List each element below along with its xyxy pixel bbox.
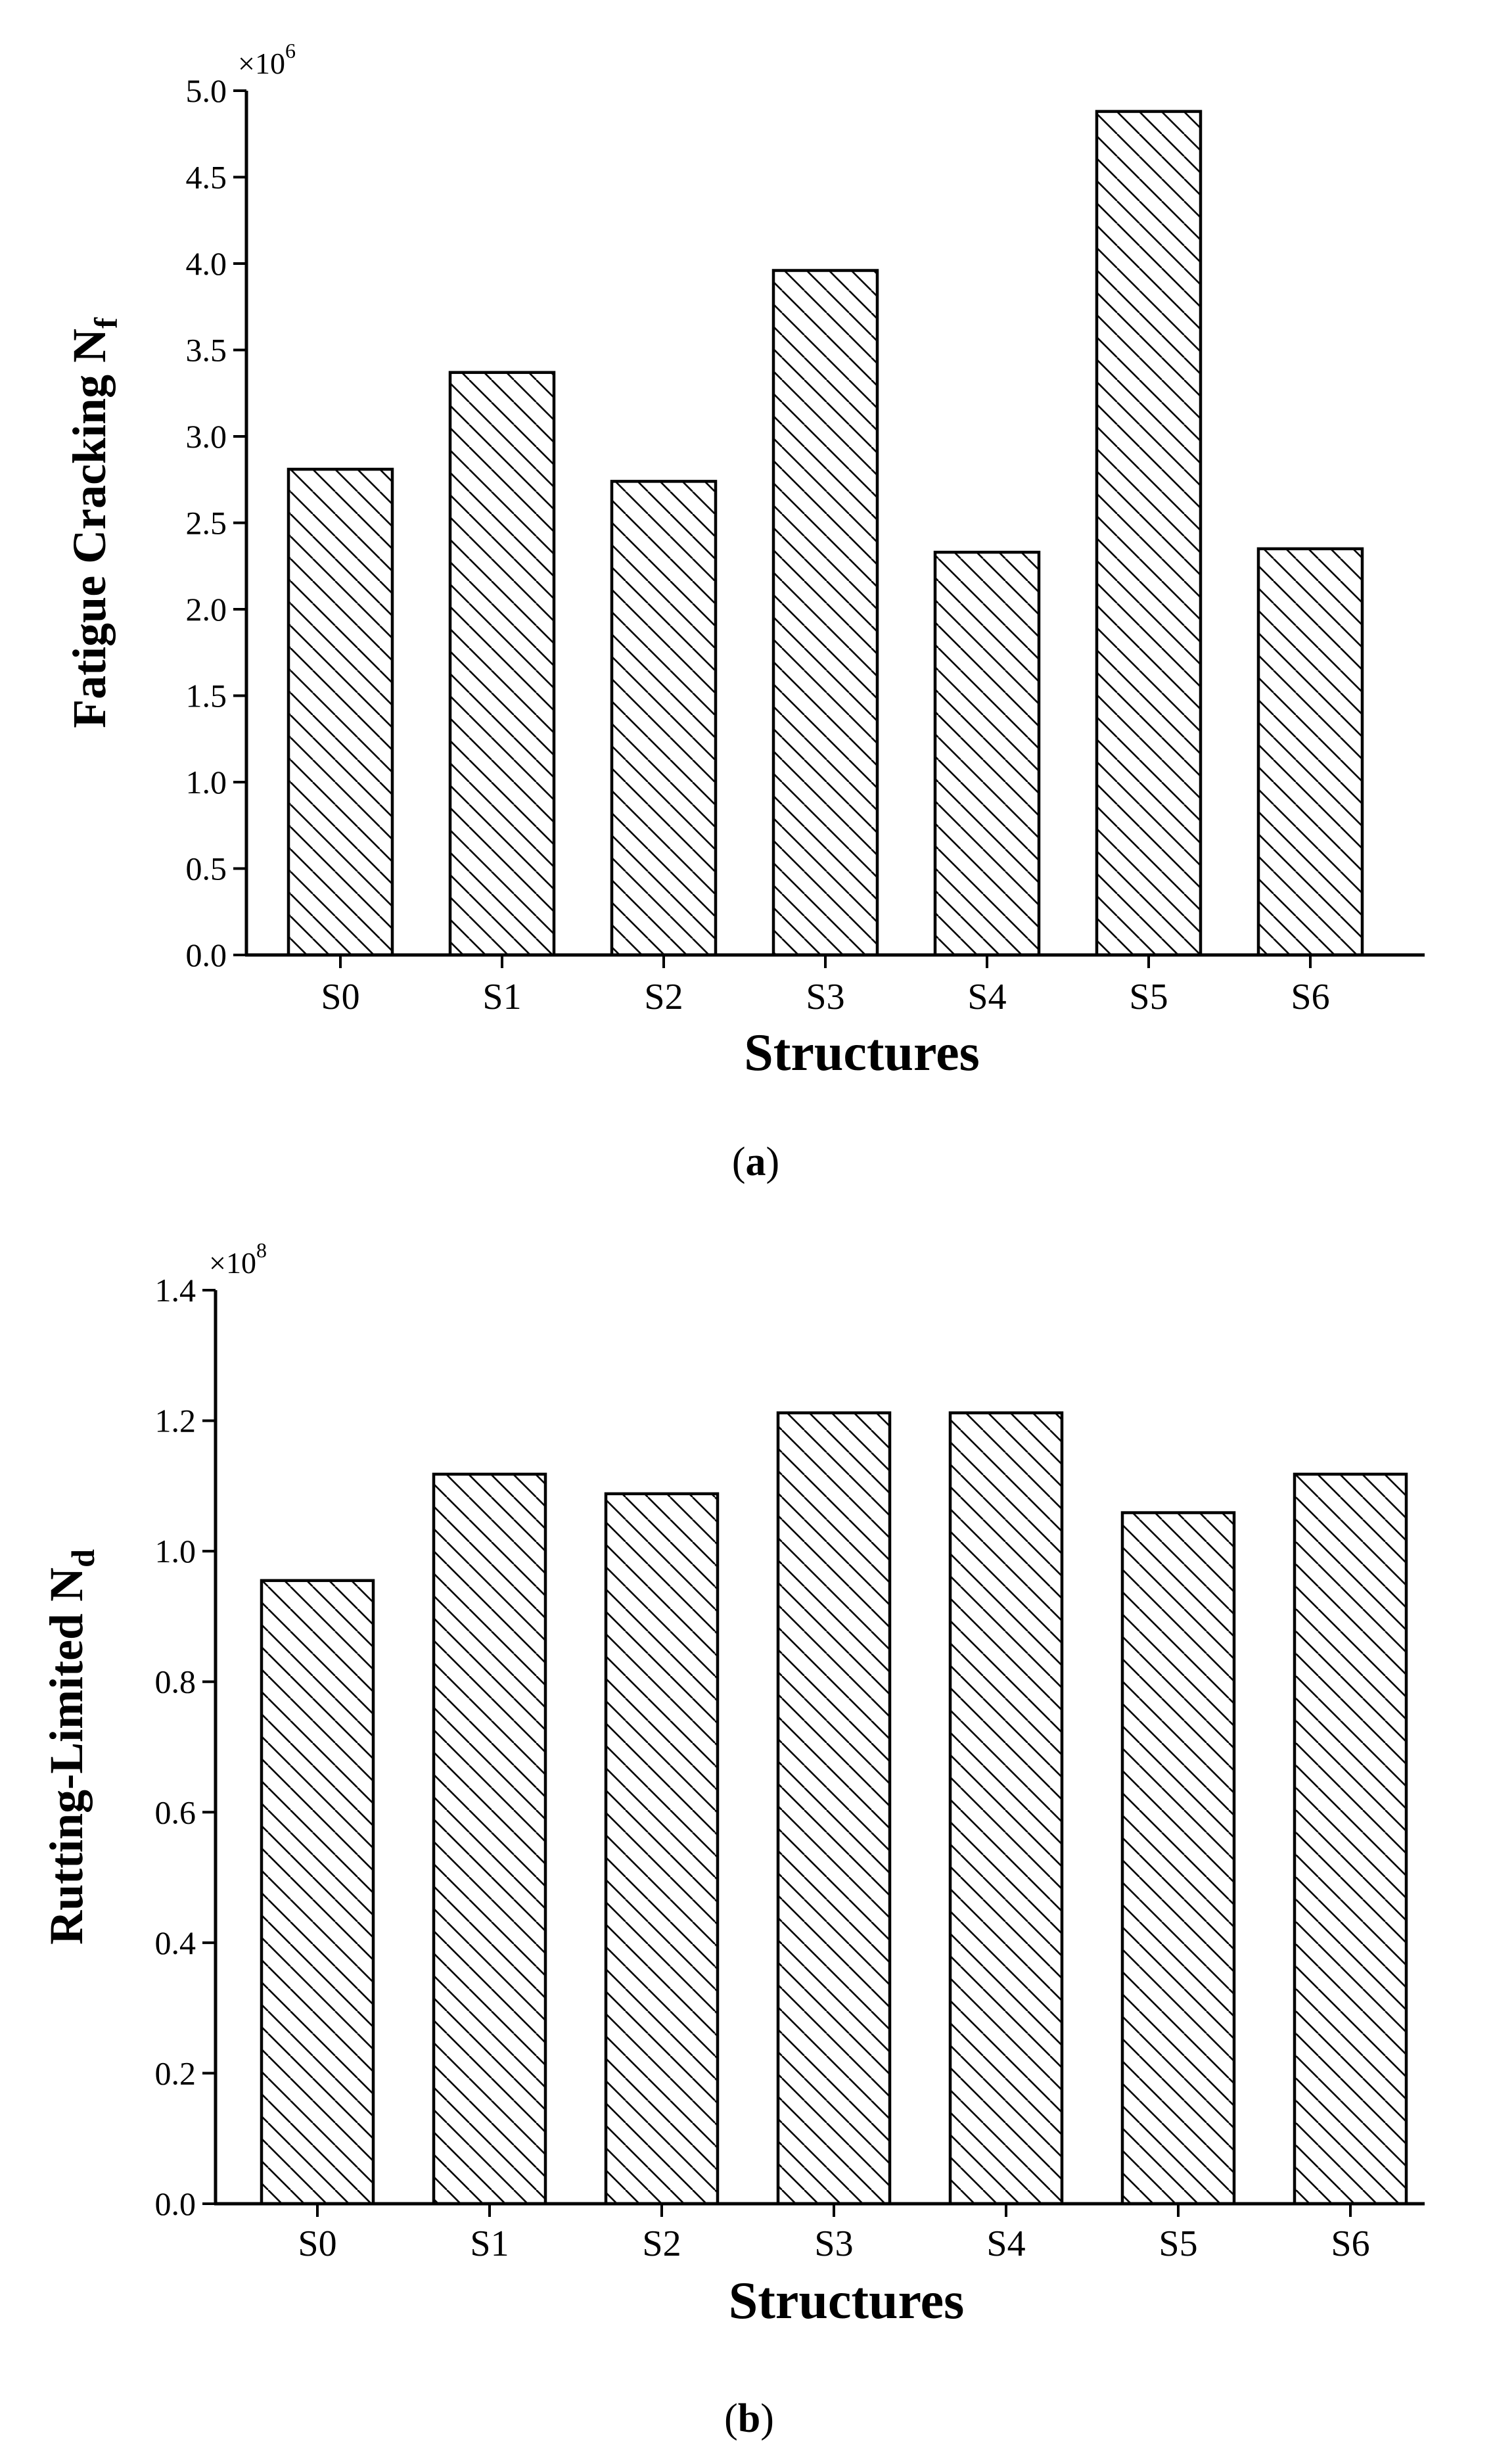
x-tick-label-s1: S1 [470,2223,509,2264]
y-tick-label: 0.4 [155,1924,196,1961]
y-tick-label: 1.2 [155,1403,196,1439]
y-tick-label: 3.5 [186,332,227,369]
x-tick-label-s0: S0 [298,2223,336,2264]
bar-s1 [448,371,556,957]
bar-s5 [1120,1511,1236,2206]
x-tick-label-s0: S0 [321,977,359,1017]
axes-group [214,1290,1425,2206]
chart-panel-b: 0.00.20.40.60.81.01.21.4 S0 S1 S2 S3 S4 S5 S6 … [40,1238,1425,2441]
y-ticks-group: 0.0 0.2 0.4 0.6 0.8 1.0 1.2 1.4 [155,1272,216,2222]
x-tick-label-s4: S4 [967,977,1006,1017]
bar-s6 [1293,1472,1408,2206]
bar-s0 [260,1579,375,2206]
x-tick-label-s5: S5 [1159,2223,1197,2264]
y-axis-label: Fatigue Cracking Nf [63,317,124,728]
chart-panel-a: 0.0 0.5 1.0 1.5 2.0 2.5 3.0 3.5 4.0 4.5 5.0 S0 S1 S2… [63,39,1425,1184]
bar-s2 [610,480,718,957]
bar-s4 [948,1411,1064,2206]
x-tick-label-s3: S3 [814,2223,853,2264]
bars-group [260,1411,1408,2206]
panel-label: (a) [732,1140,779,1184]
y-tick-label: 3.0 [186,418,227,455]
y-ticks-group: 0.0 0.5 1.0 1.5 2.0 2.5 3.0 3.5 4.0 4.5 5.0 [186,72,246,973]
x-tick-label-s6: S6 [1331,2223,1369,2264]
y-tick-label: 5.0 [186,72,227,109]
x-tick-label-s5: S5 [1129,977,1168,1017]
bar-s3 [776,1411,892,2206]
y-tick-label: 1.5 [186,678,227,714]
panel-label: (b) [724,2396,774,2441]
x-ticks-group: S0 S1 S2 S3 S4 S5 S6 [298,2204,1370,2264]
y-tick-label: 2.5 [186,505,227,542]
x-tick-label-s4: S4 [986,2223,1025,2264]
y-tick-label: 0.6 [155,1794,196,1830]
bar-s1 [432,1472,547,2206]
y-tick-label: 0.0 [155,2185,196,2222]
x-ticks-group: S0 S1 S2 S3 S4 S5 S6 [321,955,1330,1017]
x-axis-label: Structures [729,2272,964,2330]
bar-s0 [287,467,394,957]
y-tick-label: 1.0 [155,1533,196,1569]
y-tick-label: 2.0 [186,591,227,628]
y-axis-multiplier: ×108 [209,1238,267,1280]
bar-s4 [933,550,1041,957]
y-tick-label: 4.5 [186,159,227,196]
y-axis-multiplier: ×106 [238,39,296,80]
y-tick-label: 1.0 [186,764,227,801]
y-tick-label: 0.5 [186,850,227,887]
x-axis-label: Structures [744,1024,979,1082]
y-tick-label: 0.8 [155,1663,196,1700]
bar-s6 [1256,547,1364,957]
y-tick-label: 4.0 [186,245,227,282]
x-tick-label-s1: S1 [482,977,521,1017]
y-tick-label: 1.4 [155,1272,196,1309]
x-tick-label-s6: S6 [1291,977,1329,1017]
bar-s2 [604,1492,720,2206]
x-tick-label-s2: S2 [642,2223,681,2264]
bar-s3 [771,269,879,957]
x-tick-label-s2: S2 [644,977,683,1017]
y-tick-label: 0.0 [186,937,227,973]
y-axis-label: Rutting-Limited Nd [40,1549,101,1945]
bar-s5 [1095,110,1203,957]
x-tick-label-s3: S3 [806,977,844,1017]
y-tick-label: 0.2 [155,2055,196,2091]
bars-group [287,110,1364,957]
